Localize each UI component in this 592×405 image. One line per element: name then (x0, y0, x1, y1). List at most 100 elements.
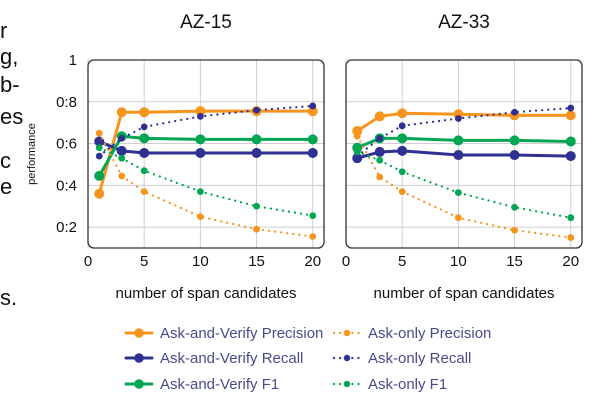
panel-title: AZ-33 (438, 12, 490, 33)
legend-swatch (332, 380, 362, 388)
data-point-ask-only-f1 (140, 167, 148, 175)
data-point-ask-and-verify-recall (195, 147, 206, 158)
data-point-ask-and-verify-recall (374, 146, 385, 157)
data-point-ask-and-verify-recall (509, 150, 520, 161)
data-point-ask-only-precision (253, 225, 260, 233)
data-point-ask-only-recall (95, 152, 103, 160)
data-point-ask-and-verify-precision (397, 108, 408, 119)
data-point-ask-only-precision (376, 173, 384, 181)
x-tick-label: 5 (398, 253, 406, 270)
legend-swatch (124, 379, 154, 389)
data-point-ask-only-precision (309, 233, 317, 240)
data-point-ask-only-recall (196, 113, 204, 120)
x-axis-label: number of span candidates (116, 285, 297, 302)
series-line-ask-only-precision (356, 135, 572, 239)
series-line-ask-and-verify-precision (355, 111, 573, 133)
data-point-ask-only-f1 (567, 214, 575, 222)
legend-label: Ask-and-Verify F1 (160, 375, 280, 393)
data-point-ask-only-recall (454, 115, 462, 122)
data-point-ask-and-verify-f1 (453, 135, 464, 146)
data-point-ask-only-f1 (376, 156, 384, 164)
data-point-ask-and-verify-precision (139, 107, 150, 118)
data-point-ask-only-precision (511, 226, 518, 234)
data-point-ask-and-verify-recall (251, 147, 262, 158)
data-point-ask-only-f1 (309, 212, 317, 220)
plot-frame (345, 59, 583, 249)
data-point-ask-only-recall (567, 104, 575, 112)
data-point-ask-and-verify-recall (565, 151, 576, 162)
x-tick-label: 10 (192, 253, 209, 270)
data-point-ask-only-recall (140, 123, 148, 131)
chart-panel-az-33: AZ-33 0 5 10 15 20 number of span candidates (342, 12, 583, 302)
series-line-ask-only-f1 (98, 146, 314, 217)
data-point-ask-and-verify-precision (94, 188, 105, 199)
data-point-ask-and-verify-recall (453, 150, 464, 161)
x-tick-label: 5 (140, 253, 148, 270)
data-point-ask-and-verify-recall (307, 147, 318, 158)
legend-item: Ask-and-Verify Recall (124, 347, 303, 369)
data-point-ask-only-recall (511, 108, 518, 116)
legend-swatch (124, 353, 154, 363)
y-axis-label: performance (26, 123, 38, 185)
x-tick-label: 10 (450, 253, 467, 270)
legend-item: Ask-and-Verify Precision (124, 322, 323, 344)
cropped-text-line: s. (0, 285, 18, 310)
data-point-ask-and-verify-f1 (307, 134, 318, 145)
data-point-ask-only-precision (196, 213, 204, 221)
legend-label: Ask-only F1 (368, 375, 448, 393)
data-point-ask-only-f1 (253, 202, 260, 210)
data-point-ask-and-verify-f1 (397, 133, 408, 144)
series-line-ask-only-f1 (356, 150, 572, 219)
data-point-ask-only-f1 (118, 154, 126, 162)
x-tick-label: 0 (84, 253, 92, 270)
series-line-ask-only-recall (98, 104, 314, 158)
data-point-ask-only-f1 (353, 148, 361, 156)
data-point-ask-only-recall (253, 106, 260, 114)
cropped-text-line: c (0, 148, 11, 173)
series-line-ask-and-verify-f1 (355, 136, 573, 150)
legend-item: Ask-and-Verify F1 (124, 373, 279, 395)
y-tick-label: 0:8 (56, 94, 77, 111)
data-point-ask-only-precision (353, 132, 361, 140)
legend-swatch (332, 329, 362, 337)
plot-frame (87, 59, 325, 249)
data-point-ask-only-precision (140, 188, 148, 196)
cropped-text-line: r (0, 18, 8, 43)
data-point-ask-and-verify-precision (352, 126, 363, 137)
data-point-ask-and-verify-precision (374, 111, 385, 122)
data-point-ask-only-precision (95, 129, 103, 137)
data-point-ask-and-verify-precision (195, 106, 206, 117)
data-point-ask-only-precision (567, 234, 575, 241)
data-point-ask-and-verify-f1 (195, 134, 206, 145)
cropped-text-line: g, (0, 44, 19, 69)
legend-item: Ask-only F1 (332, 373, 447, 395)
data-point-ask-only-recall (376, 134, 384, 142)
series-line-ask-only-precision (98, 132, 314, 238)
y-tick-label: 0:6 (56, 136, 77, 153)
x-tick-label: 15 (248, 253, 265, 270)
cropped-text-line: b- (0, 72, 20, 97)
chart-figure: AZ-15 0 5 10 15 20 0:2 0:4 0:6 0:8 1 number of span… (26, 12, 583, 302)
x-tick-label: 0 (342, 253, 350, 270)
data-point-ask-only-precision (398, 188, 406, 196)
legend-label: Ask-only Recall (368, 349, 472, 367)
cropped-text-line: es (0, 104, 24, 129)
series-line-ask-and-verify-precision (97, 109, 315, 196)
legend-item: Ask-only Precision (332, 322, 491, 344)
data-point-ask-only-recall (309, 102, 317, 110)
data-point-ask-and-verify-precision (307, 106, 318, 117)
data-point-ask-only-precision (118, 172, 126, 180)
data-point-ask-and-verify-recall (397, 145, 408, 156)
data-point-ask-only-recall (398, 122, 406, 130)
y-tick-label: 0:4 (56, 177, 77, 194)
data-point-ask-and-verify-f1 (251, 134, 262, 145)
data-point-ask-only-f1 (454, 189, 462, 197)
data-point-ask-only-f1 (398, 168, 406, 176)
panel-title: AZ-15 (180, 12, 232, 33)
legend-item: Ask-only Recall (332, 347, 471, 369)
data-point-ask-and-verify-precision (116, 107, 127, 118)
y-tick-label: 1 (69, 52, 77, 69)
data-point-ask-only-f1 (95, 144, 103, 152)
data-point-ask-and-verify-f1 (509, 135, 520, 146)
data-point-ask-only-f1 (196, 188, 204, 196)
